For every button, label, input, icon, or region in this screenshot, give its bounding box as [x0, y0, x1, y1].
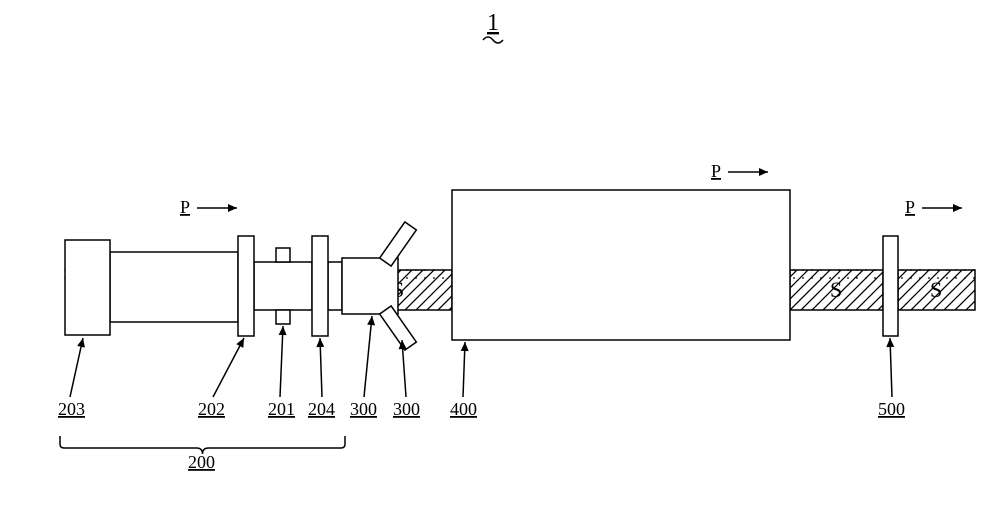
- p-label-2: P: [905, 197, 915, 217]
- callout-204: 204: [308, 399, 335, 419]
- s-label: S: [930, 277, 942, 302]
- s-label: S: [830, 277, 842, 302]
- block-201_bot: [276, 310, 290, 324]
- bracket-200-label: 200: [188, 452, 215, 472]
- block-204: [312, 236, 328, 336]
- callout-201: 201: [268, 399, 295, 419]
- block-400: [452, 190, 790, 340]
- callout-203: 203: [58, 399, 85, 419]
- callout-300b: 300: [393, 399, 420, 419]
- block-gap_small: [328, 262, 342, 310]
- bracket-200: 200: [60, 436, 345, 472]
- p-label-1: P: [711, 161, 721, 181]
- block-201_top: [276, 248, 290, 262]
- callout-400: 400: [450, 399, 477, 419]
- block-500: [883, 236, 898, 336]
- p-label-0: P: [180, 197, 190, 217]
- callout-500: 500: [878, 399, 905, 419]
- block-203: [65, 240, 110, 335]
- block-202: [238, 236, 254, 336]
- callout-202: 202: [198, 399, 225, 419]
- block-shaft_201: [254, 262, 312, 310]
- block-300_frame: [342, 258, 398, 314]
- diagram-canvas: 1 SSS PPP 203202201204300300400500 200: [0, 0, 1000, 521]
- block-actuator_body: [110, 252, 238, 322]
- figure-ref-tilde: [483, 37, 503, 43]
- figure-ref-label: 1: [487, 10, 499, 36]
- callout-300a: 300: [350, 399, 377, 419]
